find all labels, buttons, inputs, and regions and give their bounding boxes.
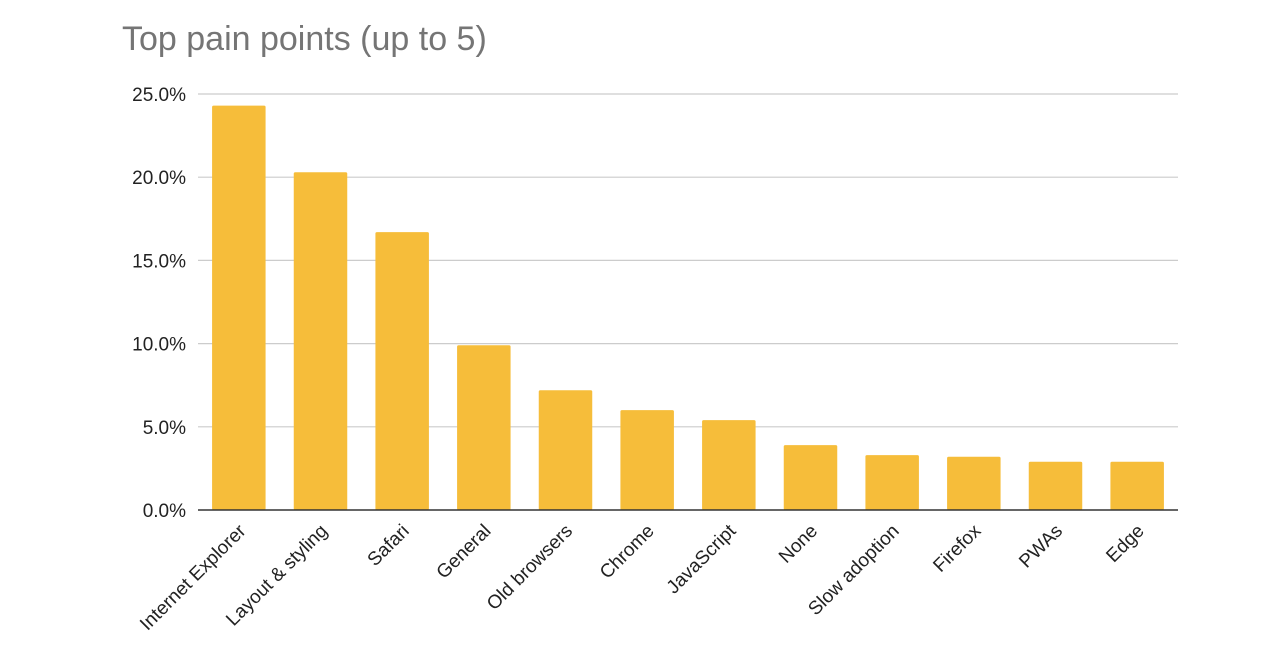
x-category-label: JavaScript [663,520,741,598]
y-tick-label: 20.0% [132,168,186,189]
x-category-label: General [433,521,496,584]
y-tick-label: 0.0% [143,501,186,522]
bar [1028,461,1083,510]
x-category-label: Edge [1102,521,1148,567]
gridlines [198,93,1178,428]
bar [1110,461,1164,510]
bar [212,105,266,510]
bar [293,172,348,510]
y-axis-ticks: 0.0% 5.0% 10.0% 15.0% 20.0% 25.0% [132,85,186,522]
bar [620,410,674,510]
bar [538,390,593,510]
x-category-label: PWAs [1015,521,1067,573]
chart-title: Top pain points (up to 5) [122,20,487,58]
x-category-label: None [775,521,822,568]
x-category-label: Chrome [596,521,659,584]
y-tick-label: 15.0% [132,251,186,272]
x-category-label: Firefox [929,520,985,576]
bar [865,455,919,510]
y-tick-label: 5.0% [143,418,186,439]
bars [212,105,1164,510]
y-tick-label: 25.0% [132,85,186,106]
bar [457,345,511,510]
bar [375,232,429,510]
y-tick-label: 10.0% [132,335,186,356]
bar [702,420,756,510]
x-category-label: Old browsers [483,521,577,615]
bar [783,445,838,510]
x-category-label: Safari [364,521,414,571]
bar [947,456,1001,510]
